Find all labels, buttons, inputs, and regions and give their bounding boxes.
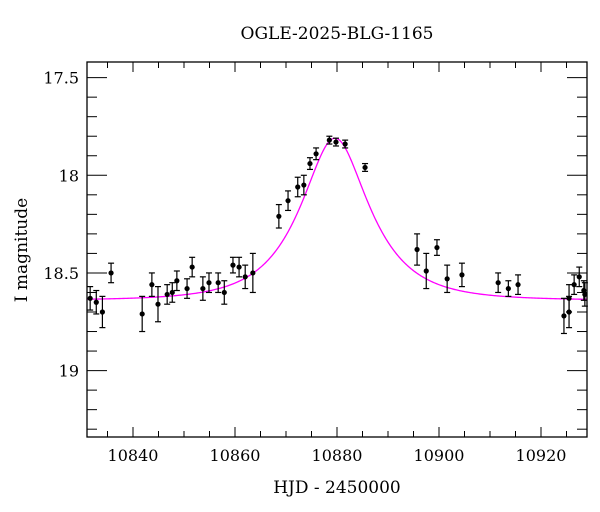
data-point <box>99 295 106 329</box>
data-point <box>93 289 100 315</box>
data-point <box>495 272 502 294</box>
data-point <box>433 239 440 256</box>
data-point <box>189 256 196 278</box>
plot-frame <box>86 61 588 438</box>
y-tick-label: 17.5 <box>43 69 79 88</box>
data-point <box>275 203 282 229</box>
data-point <box>571 274 578 296</box>
data-point <box>87 286 94 311</box>
plot-area <box>86 135 588 335</box>
data-point <box>229 256 236 274</box>
data-point <box>313 147 320 161</box>
data-point <box>242 264 249 290</box>
chart-title: OGLE-2025-BLG-1165 <box>241 24 434 44</box>
data-point <box>169 282 176 303</box>
y-axis: 17.5 18 18.5 19 <box>43 69 587 430</box>
data-point <box>362 162 369 172</box>
data-point <box>332 137 339 147</box>
data-point <box>566 284 573 313</box>
data-point <box>515 274 522 296</box>
x-tick-label: 10920 <box>516 446 567 465</box>
data-point <box>505 280 512 297</box>
data-point <box>154 286 161 323</box>
data-point <box>414 233 421 266</box>
x-tick-label: 10840 <box>108 446 159 465</box>
data-point <box>173 270 180 292</box>
data-point <box>205 272 212 294</box>
data-point <box>576 266 583 288</box>
data-point <box>184 278 191 299</box>
data-point <box>108 262 115 284</box>
data-point <box>300 174 307 196</box>
data-point <box>580 280 587 301</box>
data-point <box>306 157 313 171</box>
data-point <box>423 252 430 290</box>
x-tick-label: 10900 <box>414 446 465 465</box>
data-point <box>199 276 206 301</box>
data-point <box>148 272 155 297</box>
data-point <box>458 262 465 288</box>
data-point <box>215 272 222 294</box>
x-tick-label: 10880 <box>312 446 363 465</box>
x-axis: 10840 10860 10880 10900 10920 <box>107 62 567 465</box>
y-axis-label: I magnitude <box>12 198 32 302</box>
model-curve <box>86 137 588 300</box>
data-point <box>342 139 349 149</box>
data-point <box>236 256 243 278</box>
x-tick-label: 10860 <box>210 446 261 465</box>
y-tick-label: 18 <box>59 166 79 185</box>
data-point <box>285 190 292 212</box>
data-point <box>249 252 256 294</box>
data-point <box>444 264 451 294</box>
y-tick-label: 19 <box>59 362 79 381</box>
data-point <box>294 176 301 198</box>
data-point <box>326 135 333 145</box>
data-point <box>139 295 146 333</box>
y-tick-label: 18.5 <box>43 264 79 283</box>
x-axis-label: HJD - 2450000 <box>273 478 401 498</box>
data-point <box>221 280 228 305</box>
data-point <box>560 297 567 335</box>
data-point <box>164 284 171 305</box>
